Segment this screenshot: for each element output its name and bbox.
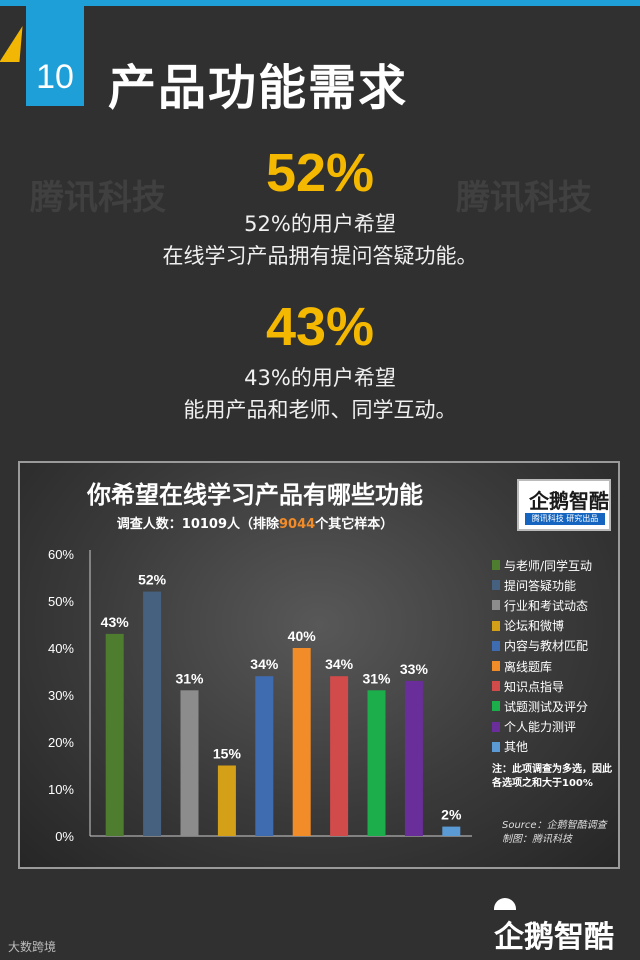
legend-label: 个人能力测评 xyxy=(504,720,577,735)
legend-item: 离线题库 xyxy=(492,656,592,676)
y-tick-label: 30% xyxy=(48,688,74,703)
legend-item: 知识点指导 xyxy=(492,676,592,696)
stat-value: 43% xyxy=(265,297,375,357)
bar-value-label: 2% xyxy=(441,807,462,823)
y-tick-label: 50% xyxy=(48,594,74,609)
chart-subtitle: 调查人数：10109人（排除9044个其它样本） xyxy=(20,513,490,532)
legend-item: 试题测试及评分 xyxy=(492,696,592,716)
stat-block-1: 52% 52%的用户希望 在线学习产品拥有提问答疑功能。 xyxy=(0,142,640,272)
chart-source: Source：企鹅智酷调查 制图：腾讯科技 xyxy=(502,819,607,847)
stat-line-2: 能用产品和老师、同学互动。 xyxy=(183,398,457,422)
source-line: 制图：腾讯科技 xyxy=(502,834,572,845)
subtitle-suffix: 个其它样本） xyxy=(315,517,394,532)
legend-swatch xyxy=(492,701,500,712)
y-tick-label: 10% xyxy=(48,782,74,797)
chart-panel: 0% 10% 20% 30% 40% 50% 60% 43% 52% 31% 15% 34% 40% 34… xyxy=(18,461,620,869)
number-box-stem xyxy=(26,6,84,48)
legend-label: 离线题库 xyxy=(504,659,553,674)
penguin-icon xyxy=(494,898,516,910)
legend-item: 个人能力测评 xyxy=(492,717,592,737)
legend-item: 提问答疑功能 xyxy=(492,575,592,595)
legend-swatch xyxy=(492,681,500,692)
logo-subtitle: 腾讯科技 研究出品 xyxy=(525,513,605,525)
bar-value-label: 34% xyxy=(325,656,354,672)
stat-line-2: 在线学习产品拥有提问答疑功能。 xyxy=(162,244,478,268)
bar-value-label: 31% xyxy=(175,670,204,686)
legend-item: 内容与教材匹配 xyxy=(492,636,592,656)
note-line: 注：此项调查为多选，因此 xyxy=(492,764,612,775)
legend-item: 与老师/同学互动 xyxy=(492,555,592,575)
legend-swatch xyxy=(492,580,500,591)
legend-swatch xyxy=(492,640,500,651)
footer-source: 大数跨境 xyxy=(8,940,57,954)
legend-label: 内容与教材匹配 xyxy=(504,639,589,654)
section-number: 10 xyxy=(26,48,84,106)
bar-value-label: 43% xyxy=(101,614,130,630)
legend-item: 论坛和微博 xyxy=(492,616,592,636)
legend-swatch xyxy=(492,721,500,732)
stat-block-2: 43% 43%的用户希望 能用产品和老师、同学互动。 xyxy=(0,296,640,426)
legend-label: 提问答疑功能 xyxy=(504,578,577,593)
legend-item: 其他 xyxy=(492,737,592,757)
y-tick-label: 0% xyxy=(55,829,74,844)
bar xyxy=(143,591,162,836)
bar xyxy=(404,680,423,836)
y-tick-label: 40% xyxy=(48,641,74,656)
logo-text: 企鹅智酷 xyxy=(529,489,609,513)
bar-value-label: 40% xyxy=(288,628,317,644)
watermark: 腾讯科技 xyxy=(30,178,166,218)
legend-label: 其他 xyxy=(504,740,529,755)
bar-value-label: 31% xyxy=(362,670,391,686)
stat-line-1: 43%的用户希望 xyxy=(244,366,396,390)
chart-legend: 与老师/同学互动 提问答疑功能 行业和考试动态 论坛和微博内容与教材匹配 离线题库知识点… xyxy=(492,555,592,757)
stat-line-1: 52%的用户希望 xyxy=(244,212,396,236)
bar-value-label: 52% xyxy=(138,572,167,588)
bar xyxy=(217,765,236,836)
chart-title: 你希望在线学习产品有哪些功能 xyxy=(87,481,423,509)
bar-value-label: 15% xyxy=(213,746,242,762)
legend-label: 试题测试及评分 xyxy=(504,699,589,714)
top-accent-bar xyxy=(0,0,640,6)
brand-logo: 企鹅智酷 腾讯科技 研究出品 xyxy=(517,479,611,531)
footer-brand: 企鹅智酷 xyxy=(494,920,614,955)
legend-swatch xyxy=(492,741,500,752)
legend-label: 行业和考试动态 xyxy=(504,598,589,613)
bar-chart: 0% 10% 20% 30% 40% 50% 60% 43% 52% 31% 15% 34% 40% 34… xyxy=(48,547,472,844)
stat-value: 52% xyxy=(265,143,375,203)
source-line: Source：企鹅智酷调查 xyxy=(502,820,607,831)
legend-item: 行业和考试动态 xyxy=(492,595,592,615)
chart-note: 注：此项调查为多选，因此 各选项之和大于100% xyxy=(492,763,617,791)
legend-swatch xyxy=(492,620,500,631)
bar xyxy=(330,676,349,836)
bar xyxy=(105,633,124,836)
legend-swatch xyxy=(492,560,500,571)
y-tick-label: 60% xyxy=(48,547,74,562)
bar xyxy=(292,648,311,836)
bar xyxy=(442,826,461,836)
y-tick-label: 20% xyxy=(48,735,74,750)
subtitle-prefix: 调查人数：10109人（排除 xyxy=(116,517,280,532)
bar xyxy=(255,676,274,836)
watermark: 腾讯科技 xyxy=(456,178,592,218)
note-line: 各选项之和大于100% xyxy=(492,778,593,789)
legend-label: 论坛和微博 xyxy=(504,619,565,634)
bar xyxy=(180,690,199,836)
legend-label: 与老师/同学互动 xyxy=(504,558,593,573)
legend-swatch xyxy=(492,600,500,611)
legend-label: 知识点指导 xyxy=(504,679,565,694)
legend-swatch xyxy=(492,661,500,672)
bar xyxy=(367,690,386,836)
subtitle-highlight: 9044 xyxy=(279,517,316,532)
page-title: 产品功能需求 xyxy=(108,60,409,116)
bar-value-label: 33% xyxy=(400,661,429,677)
bar-value-label: 34% xyxy=(250,656,279,672)
